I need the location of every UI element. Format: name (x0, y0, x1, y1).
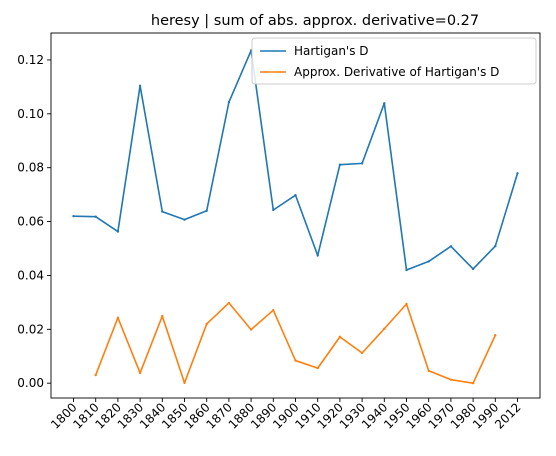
data-point (183, 381, 186, 385)
data-point (294, 193, 297, 197)
data-point (316, 366, 319, 370)
data-point (449, 245, 453, 248)
data-point (427, 260, 430, 263)
y-tick-label: 0.10 (17, 107, 44, 121)
y-tick-label: 0.06 (17, 215, 44, 229)
x-axis: 1800181018201830184018501860187018801890… (48, 398, 524, 432)
series-line-1 (94, 302, 497, 384)
data-point (360, 162, 364, 165)
data-point (249, 328, 253, 331)
data-point (94, 215, 97, 218)
data-point (272, 308, 275, 312)
data-point (494, 244, 497, 248)
data-point (471, 381, 475, 385)
y-tick-label: 0.12 (17, 53, 44, 67)
legend: Hartigan's D Approx. Derivative of Hartig… (251, 37, 537, 85)
y-tick-label: 0.00 (17, 376, 44, 390)
y-axis: 0.00 0.02 0.04 0.06 0.08 0.10 0.12 (17, 53, 51, 390)
data-point (383, 102, 386, 105)
data-point (405, 268, 408, 272)
legend-box (251, 37, 537, 85)
y-tick-label: 0.02 (17, 322, 44, 336)
data-point (272, 208, 275, 212)
chart-title: heresy | sum of abs. approx. derivative=… (151, 13, 479, 29)
series-group (72, 49, 519, 385)
data-point (161, 314, 164, 318)
data-point (94, 373, 97, 377)
plot-frame (50, 32, 541, 399)
data-point (494, 334, 497, 337)
data-point (205, 322, 208, 326)
legend-label-1: Approx. Derivative of Hartigan's D (294, 65, 499, 79)
plot-area (50, 32, 541, 399)
data-point (227, 101, 231, 104)
data-point (205, 209, 208, 212)
data-point (338, 163, 342, 166)
data-point (161, 210, 164, 213)
data-point (183, 218, 186, 221)
legend-label-0: Hartigan's D (294, 44, 369, 58)
data-point (294, 359, 297, 362)
data-point (116, 316, 120, 319)
y-tick-label: 0.08 (17, 161, 44, 175)
data-point (449, 378, 453, 381)
data-point (138, 84, 142, 87)
data-point (471, 267, 475, 271)
x-tick-label: 2012 (492, 400, 523, 431)
data-point (227, 301, 231, 305)
data-point (405, 302, 408, 306)
data-point (360, 351, 364, 355)
y-tick-label: 0.04 (17, 268, 44, 282)
data-point (338, 335, 342, 339)
data-point (427, 369, 430, 372)
data-point (138, 371, 142, 375)
data-point (72, 214, 75, 218)
data-point (316, 254, 319, 257)
data-point (116, 230, 120, 233)
data-point (383, 327, 386, 330)
data-point (516, 172, 519, 175)
